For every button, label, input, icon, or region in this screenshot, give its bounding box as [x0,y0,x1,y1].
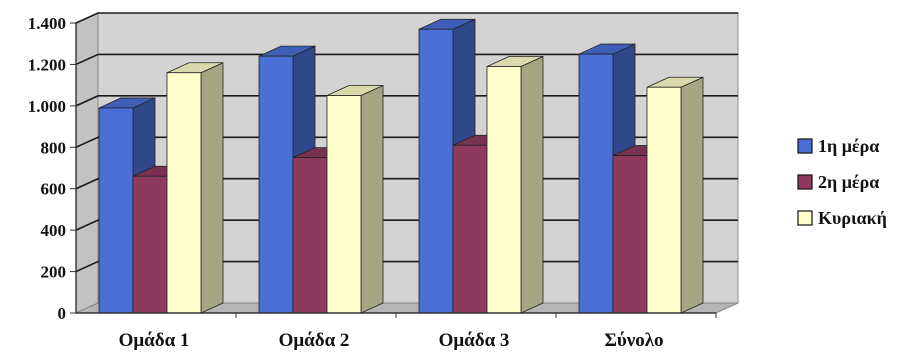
legend-swatch [798,211,812,225]
legend-entry: 1η μέρα [798,136,879,156]
bar-front [327,96,361,314]
bar-side [361,86,383,314]
bar-front [453,145,487,313]
bar-front [167,73,201,313]
plot-side-wall [76,13,98,313]
bar-front [259,56,293,313]
y-tick-label: 400 [41,221,67,240]
bar-front [579,54,613,313]
bar-side [521,57,543,314]
bar [647,77,703,313]
bar-front [99,108,133,313]
legend-label: 1η μέρα [818,136,879,156]
bar-front [133,176,167,313]
legend: 1η μέρα 2η μέρα Κυριακή [798,136,887,228]
bar-side [681,77,703,313]
bar-side [201,63,223,313]
legend-entry: Κυριακή [798,208,887,228]
bar-front [647,87,681,313]
legend-swatch [798,139,812,153]
bar [167,63,223,313]
y-tick-label: 0 [58,304,67,323]
y-tick-label: 800 [41,138,67,157]
y-tick-label: 600 [41,180,67,199]
bar-front [419,29,453,313]
y-axis-tick-labels: 0 200 400 600 800 1.000 1.200 1.400 [28,14,66,323]
legend-label: 2η μέρα [818,172,879,192]
bar-front [293,158,327,313]
legend-label: Κυριακή [818,208,887,228]
bar [327,86,383,314]
x-category-label: Ομάδα 3 [439,330,510,351]
y-tick-label: 200 [41,263,67,282]
bar-front [613,156,647,313]
x-axis-category-labels: Ομάδα 1 Ομάδα 2 Ομάδα 3 Σύνολο [119,330,664,351]
x-category-label: Σύνολο [604,330,663,351]
legend-swatch [798,175,812,189]
x-category-label: Ομάδα 2 [279,330,350,351]
y-tick-label: 1.400 [28,14,66,33]
bar [487,57,543,314]
legend-entry: 2η μέρα [798,172,879,192]
bar-front [487,67,521,314]
y-tick-label: 1.000 [28,97,66,116]
x-category-label: Ομάδα 1 [119,330,190,351]
y-tick-label: 1.200 [28,55,66,74]
